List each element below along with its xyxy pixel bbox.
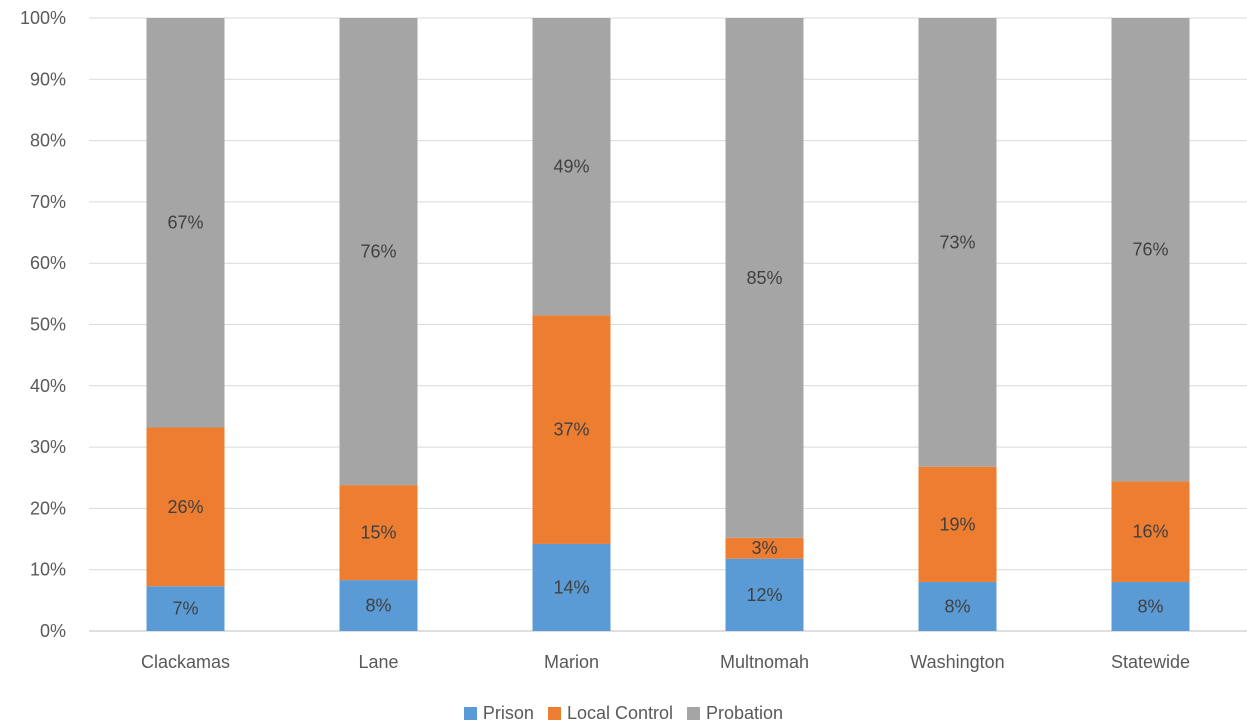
- data-label: 85%: [746, 268, 782, 288]
- data-label: 19%: [939, 514, 975, 534]
- data-label: 49%: [553, 157, 589, 177]
- legend-item: Prison: [463, 703, 534, 724]
- x-tick-label: Statewide: [1111, 652, 1190, 672]
- bar-local-control: [146, 427, 225, 587]
- x-tick-label: Washington: [910, 652, 1004, 672]
- data-label: 7%: [172, 599, 198, 619]
- bar-prison: [725, 558, 804, 631]
- data-label: 8%: [365, 596, 391, 616]
- data-label: 3%: [751, 538, 777, 558]
- bar-prison: [918, 581, 997, 631]
- bar-prison: [146, 586, 225, 631]
- bar-probation: [532, 18, 611, 316]
- bar-local-control: [725, 537, 804, 559]
- bar-local-control: [532, 315, 611, 544]
- data-label: 76%: [360, 242, 396, 262]
- data-label: 16%: [1132, 522, 1168, 542]
- bar-prison: [339, 580, 418, 631]
- bars: [146, 18, 1190, 631]
- bar-probation: [725, 18, 804, 538]
- legend-label: Probation: [706, 703, 784, 723]
- bar-probation: [339, 18, 418, 486]
- legend-item: Local Control: [547, 703, 674, 724]
- data-label: 8%: [1137, 596, 1163, 616]
- gridlines: [89, 17, 1247, 632]
- y-tick-label: 0%: [40, 621, 66, 641]
- x-tick-label: Clackamas: [141, 652, 230, 672]
- bar-local-control: [339, 485, 418, 581]
- legend-swatch: [463, 707, 477, 720]
- y-tick-label: 90%: [30, 69, 66, 89]
- y-tick-label: 70%: [30, 192, 66, 212]
- stacked-bar-chart: 0% 10% 20% 30% 40% 50% 60% 70% 80% 90% 100% 7% 26% 6…: [20, 8, 1247, 672]
- data-labels: 7% 26% 67% 8% 15% 76% 14% 37% 49% 12% 3% 85% 8% 19% 73…: [167, 157, 1168, 619]
- legend: Prison Local Control Probation: [0, 703, 1247, 724]
- data-label: 26%: [167, 497, 203, 517]
- legend-swatch: [547, 707, 561, 720]
- data-label: 37%: [553, 420, 589, 440]
- y-tick-label: 100%: [20, 8, 66, 28]
- y-tick-label: 20%: [30, 498, 66, 518]
- data-label: 14%: [553, 577, 589, 597]
- y-tick-label: 60%: [30, 253, 66, 273]
- data-label: 12%: [746, 585, 782, 605]
- bar-probation: [918, 18, 997, 467]
- legend-item: Probation: [687, 703, 783, 724]
- y-tick-label: 30%: [30, 437, 66, 457]
- x-tick-label: Marion: [544, 652, 599, 672]
- bar-local-control: [918, 466, 997, 582]
- y-tick-label: 40%: [30, 376, 66, 396]
- legend-label: Local Control: [566, 703, 674, 723]
- y-tick-label: 10%: [30, 560, 66, 580]
- legend-label: Prison: [482, 703, 534, 723]
- x-tick-label: Multnomah: [720, 652, 809, 672]
- y-tick-label: 80%: [30, 131, 66, 151]
- data-label: 8%: [944, 596, 970, 616]
- bar-prison: [1111, 581, 1190, 631]
- bar-local-control: [1111, 481, 1190, 582]
- data-label: 73%: [939, 232, 975, 252]
- data-label: 15%: [360, 523, 396, 543]
- x-axis-ticks: Clackamas Lane Marion Multnomah Washington St…: [141, 652, 1190, 672]
- legend-swatch: [687, 707, 701, 720]
- y-axis-ticks: 0% 10% 20% 30% 40% 50% 60% 70% 80% 90% 100%: [20, 8, 66, 641]
- y-tick-label: 50%: [30, 315, 66, 335]
- bar-probation: [146, 18, 225, 428]
- data-label: 76%: [1132, 240, 1168, 260]
- bar-probation: [1111, 18, 1190, 482]
- bar-prison: [532, 543, 611, 631]
- x-tick-label: Lane: [358, 652, 398, 672]
- data-label: 67%: [167, 213, 203, 233]
